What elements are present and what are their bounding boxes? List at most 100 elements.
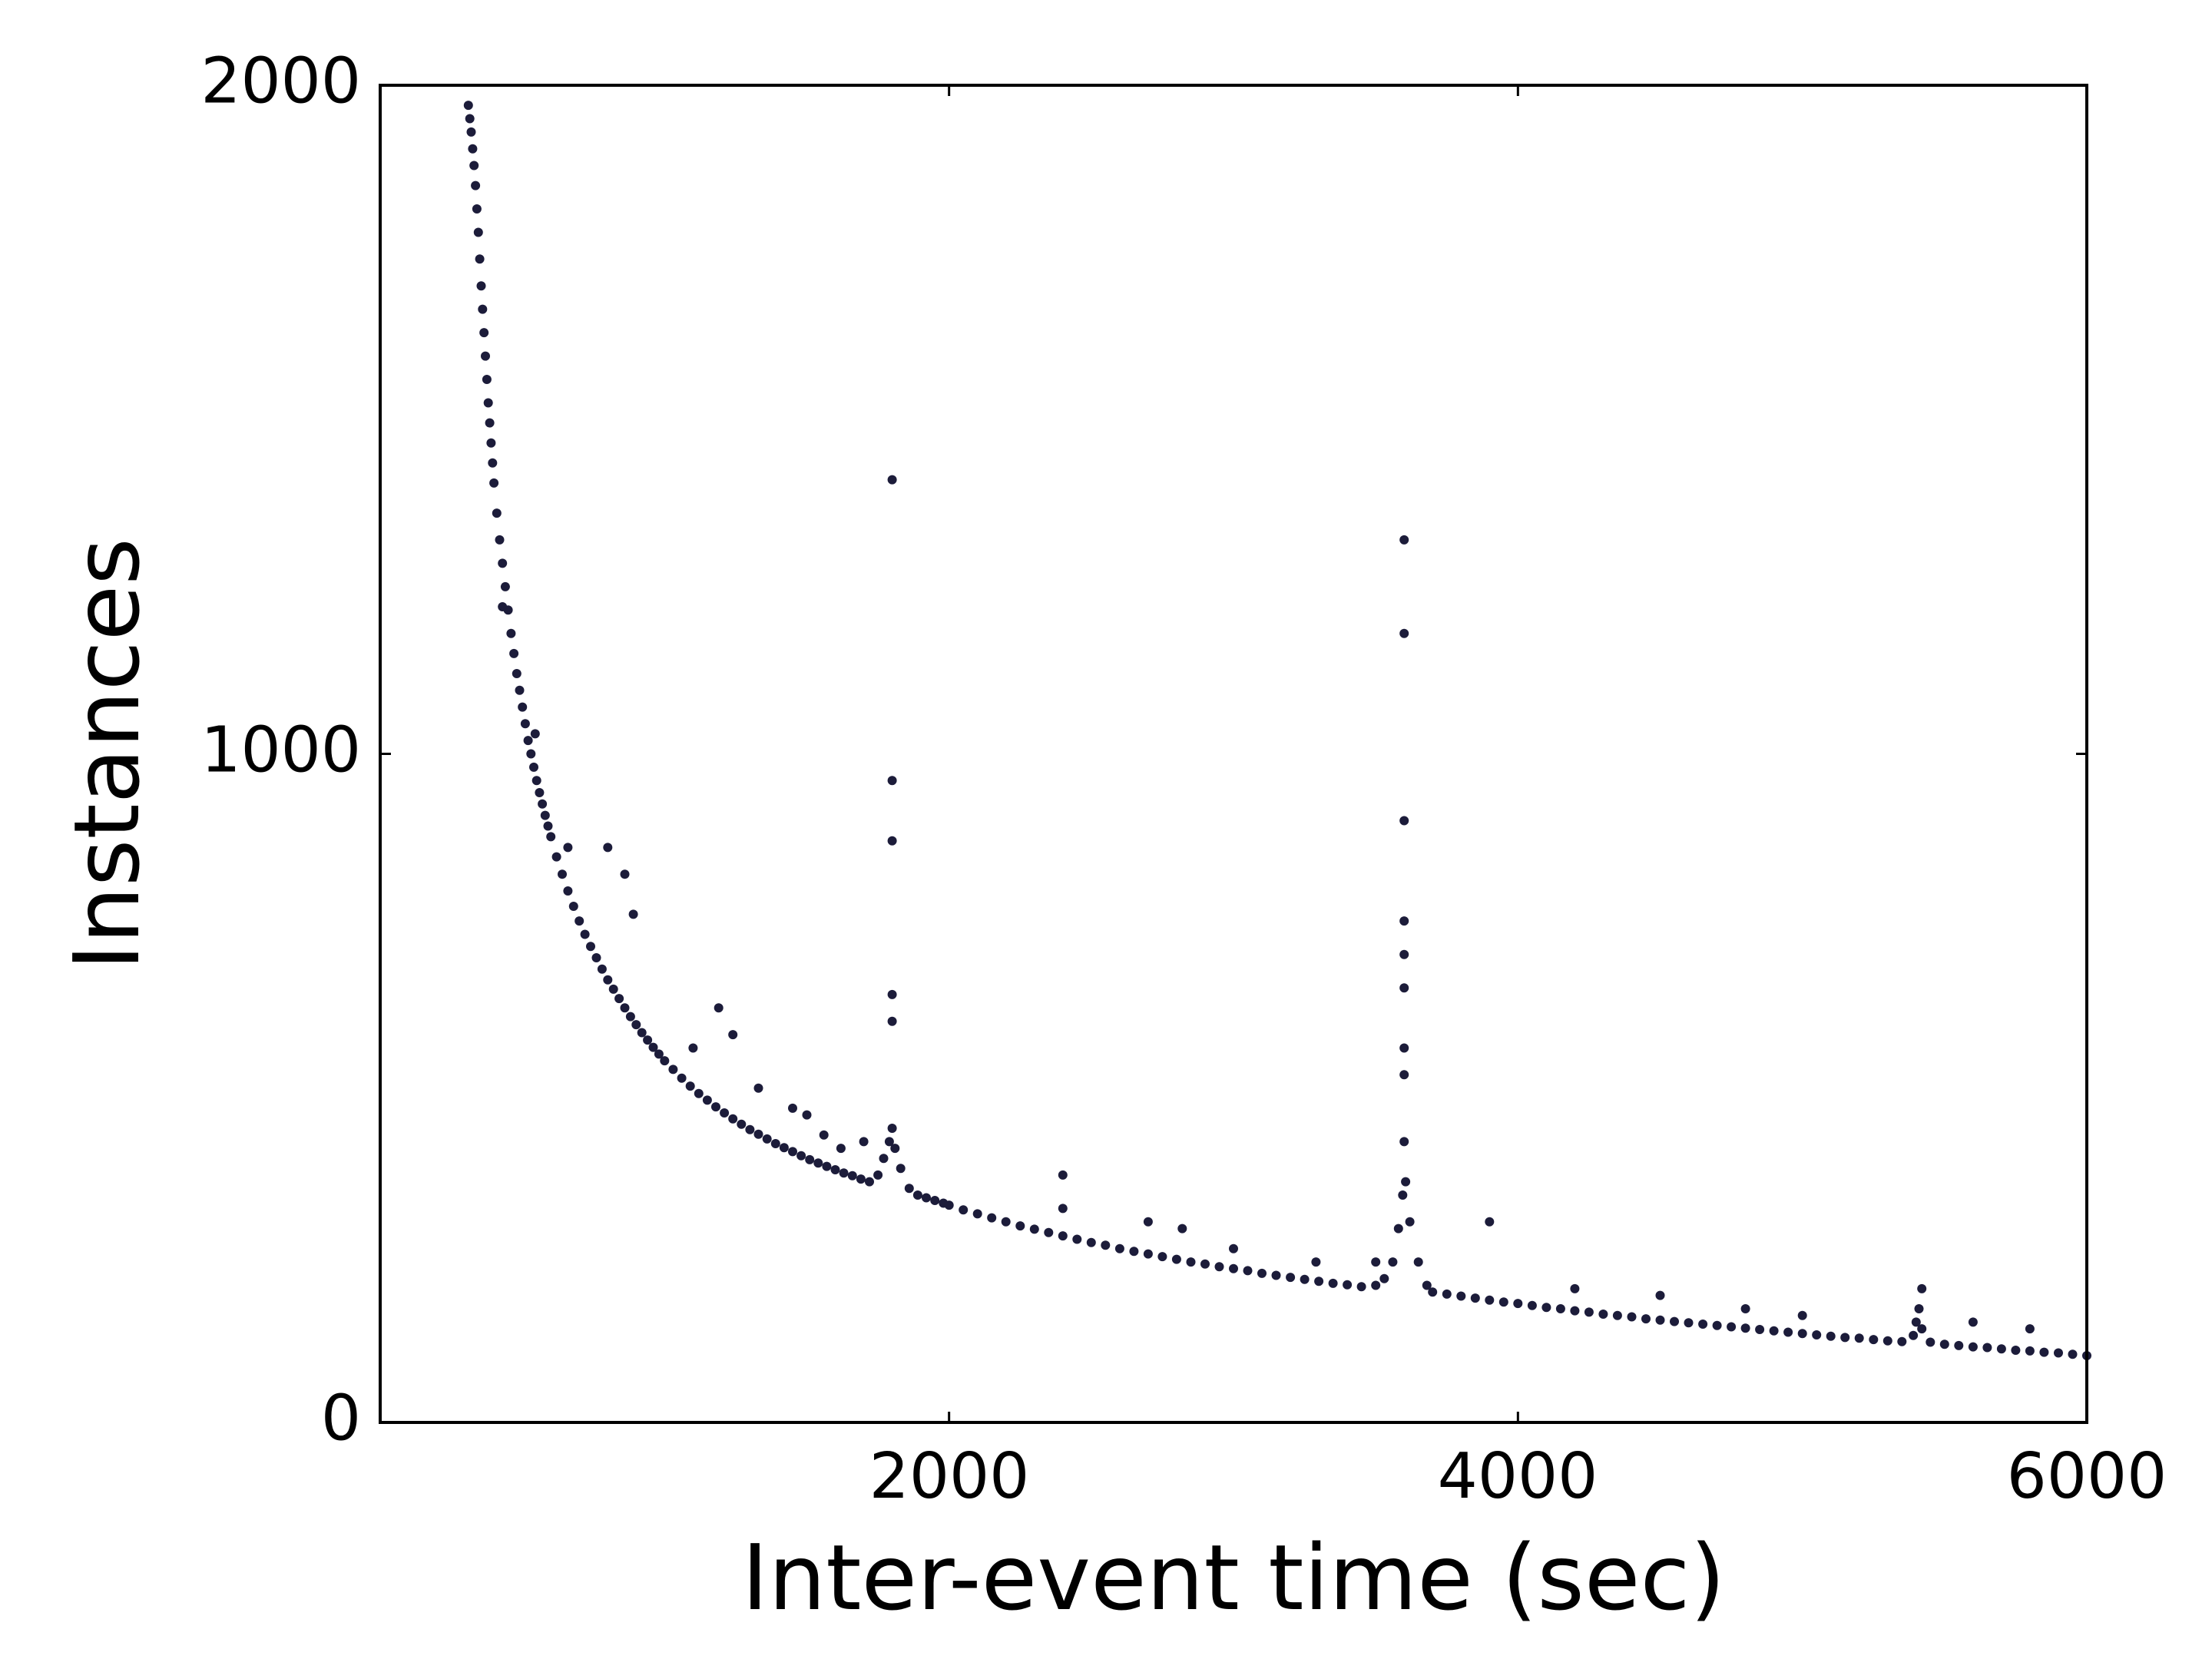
data-point [2068,1349,2078,1359]
data-point [614,994,624,1004]
data-point [1954,1340,1964,1350]
data-point [512,669,522,678]
data-point [728,1114,738,1124]
data-point [1399,816,1409,826]
data-point [481,351,490,361]
data-point [1982,1343,1992,1353]
data-point [1869,1335,1879,1345]
data-point [495,535,505,545]
data-point [884,1137,894,1147]
data-point [728,1030,738,1040]
data-point [1129,1247,1139,1257]
data-point [805,1154,815,1164]
data-point [714,1003,724,1013]
data-point [472,204,482,214]
data-point [543,821,553,831]
data-point [620,869,630,879]
data-point [580,929,590,939]
data-point [523,736,533,746]
data-point [1670,1316,1679,1326]
data-point [1044,1227,1054,1237]
data-point [1698,1320,1708,1329]
data-point [1015,1221,1025,1231]
data-point [488,458,498,468]
data-point [796,1151,806,1161]
data-point [1470,1293,1480,1303]
data-point [540,810,550,820]
data-point [509,648,519,658]
data-point [603,975,613,985]
data-point [1727,1322,1737,1332]
data-point [1399,983,1409,993]
data-point [492,508,502,518]
data-point [1498,1297,1508,1307]
data-point [518,702,528,712]
data-point [1086,1237,1096,1247]
data-point [737,1119,747,1129]
data-point [688,1043,698,1053]
data-point [1399,1137,1409,1147]
data-point [1257,1268,1267,1278]
data-point [1399,916,1409,926]
data-point [1200,1259,1210,1269]
data-point [498,602,508,611]
data-point [531,776,541,786]
data-point [2011,1346,2021,1355]
data-point [475,254,485,264]
data-point [1229,1263,1238,1273]
x-tick-label-4000: 4000 [1438,1440,1598,1513]
data-point [711,1102,720,1112]
axis-ticks [380,84,2088,1424]
data-point [643,1035,653,1045]
data-point [506,628,516,638]
data-point [591,953,601,962]
data-point [1485,1217,1495,1227]
data-point [819,1130,829,1140]
data-point [1058,1204,1068,1214]
data-point [1401,1177,1411,1187]
data-point [482,375,492,384]
data-point [1243,1266,1253,1276]
data-point [1840,1333,1850,1343]
data-point [912,1190,922,1200]
data-point [546,832,556,842]
data-point [1797,1310,1807,1320]
data-point [904,1184,914,1194]
data-point [839,1168,849,1178]
data-point [479,328,489,338]
data-point [1388,1257,1398,1267]
data-point [1371,1280,1381,1290]
data-point [1229,1243,1238,1253]
data-point [972,1209,982,1219]
data-point [847,1171,857,1181]
data-point [987,1213,997,1223]
data-point [1883,1336,1892,1346]
data-point [1101,1240,1111,1250]
data-point [1379,1273,1389,1283]
data-point [1072,1234,1082,1244]
data-point [529,762,538,772]
data-point [631,1020,641,1030]
y-tick-label-1000: 1000 [200,714,361,786]
data-point [500,581,510,591]
data-point [1812,1330,1822,1339]
data-point [489,478,499,488]
data-point [887,475,897,485]
data-point [1769,1326,1779,1336]
data-point [887,1016,897,1026]
data-point [859,1137,869,1147]
data-point [1612,1310,1622,1320]
data-point [608,984,618,994]
data-point [1917,1324,1927,1334]
data-point [468,144,478,154]
data-point [1541,1303,1551,1313]
data-point [753,1083,763,1093]
data-point [1996,1344,2006,1354]
data-point [694,1088,704,1098]
data-point [478,304,488,314]
data-point [1584,1307,1594,1317]
data-point [802,1110,812,1120]
data-point [887,1124,897,1133]
data-point [779,1143,789,1153]
data-point [1171,1254,1181,1264]
